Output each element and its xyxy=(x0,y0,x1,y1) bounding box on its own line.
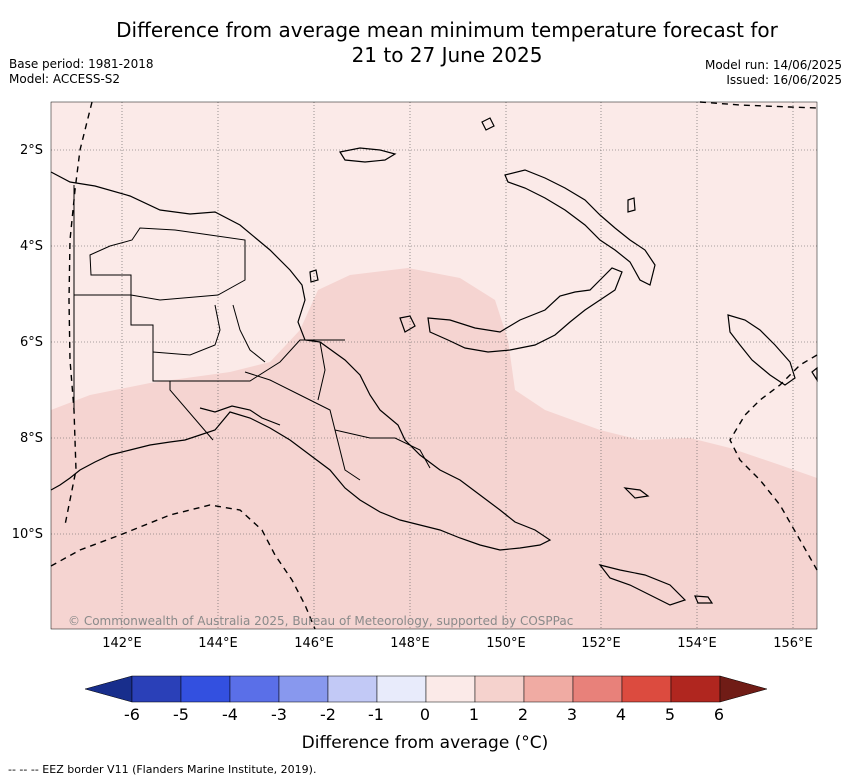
lat-label-4s: 4°S xyxy=(19,239,43,254)
island-small-g xyxy=(627,197,636,213)
lat-label-6s: 6°S xyxy=(19,335,43,350)
cbar-tick-m4: -4 xyxy=(222,705,238,724)
issued-date: Issued: 16/06/2025 xyxy=(726,73,842,87)
map-gridlines xyxy=(51,102,817,629)
lon-label-150e: 150°E xyxy=(486,636,526,651)
colorbar-band xyxy=(523,675,574,703)
colorbar-label: Difference from average (°C) xyxy=(301,733,549,753)
island-small-c xyxy=(309,269,319,283)
colorbar-band xyxy=(572,675,623,703)
cbar-tick-1: 1 xyxy=(468,705,480,724)
colorbar-band xyxy=(425,675,476,703)
cbar-tick-0: 0 xyxy=(419,705,431,724)
cbar-tick-6: 6 xyxy=(713,705,725,724)
colorbar-band xyxy=(474,675,525,703)
province-borders xyxy=(73,185,431,481)
bougainville-coast xyxy=(727,314,796,386)
cbar-tick-m5: -5 xyxy=(173,705,189,724)
title-line-1: Difference from average mean minimum tem… xyxy=(116,18,778,42)
lon-label-144e: 144°E xyxy=(198,636,238,651)
lon-label-154e: 154°E xyxy=(677,636,717,651)
meta-right: Model run: 14/06/2025 Issued: 16/06/2025 xyxy=(705,58,842,88)
lat-label-8s: 8°S xyxy=(19,431,43,446)
coastlines xyxy=(50,117,818,606)
cbar-tick-m6: -6 xyxy=(124,705,140,724)
colorbar-band xyxy=(278,675,329,703)
new-guinea-coast xyxy=(50,171,552,551)
island-small-b xyxy=(399,315,416,333)
colorbar-extend-low xyxy=(84,675,133,703)
cbar-tick-m3: -3 xyxy=(271,705,287,724)
title-line-2: 21 to 27 June 2025 xyxy=(351,43,543,67)
lon-label-148e: 148°E xyxy=(390,636,430,651)
model-run: Model run: 14/06/2025 xyxy=(704,58,842,72)
island-small-d xyxy=(623,487,650,499)
new-ireland-coast xyxy=(504,169,656,286)
lon-label-152e: 152°E xyxy=(581,636,621,651)
colorbar-band xyxy=(327,675,378,703)
map-frame xyxy=(50,101,818,630)
lat-label-10s: 10°S xyxy=(11,527,43,542)
chart-title: Difference from average mean minimum tem… xyxy=(0,18,850,68)
anomaly-region-1to2 xyxy=(51,268,817,629)
cbar-tick-4: 4 xyxy=(615,705,627,724)
cbar-tick-2: 2 xyxy=(517,705,529,724)
colorbar-band xyxy=(670,675,721,703)
model-name: Model: ACCESS-S2 xyxy=(9,72,121,86)
colorbar-band xyxy=(229,675,280,703)
island-small-e xyxy=(694,595,714,604)
new-britain-coast xyxy=(427,267,623,353)
lon-label-142e: 142°E xyxy=(102,636,142,651)
cbar-tick-m2: -2 xyxy=(320,705,336,724)
cbar-tick-m1: -1 xyxy=(368,705,384,724)
gulf-coast xyxy=(199,405,281,426)
colorbar-band xyxy=(180,675,231,703)
manus-island xyxy=(339,147,397,163)
small-island-a xyxy=(481,117,495,131)
island-group-east xyxy=(598,563,687,606)
copyright-notice: © Commonwealth of Australia 2025, Bureau… xyxy=(68,614,574,628)
lon-label-156e: 156°E xyxy=(773,636,813,651)
colorbar-band xyxy=(376,675,427,703)
colorbar-band xyxy=(621,675,672,703)
colorbar-band xyxy=(131,675,182,703)
eez-footnote: -- -- -- EEZ border V11 (Flanders Marine… xyxy=(8,763,317,776)
cbar-tick-3: 3 xyxy=(566,705,578,724)
meta-left: Base period: 1981-2018 Model: ACCESS-S2 xyxy=(9,57,154,87)
cbar-tick-5: 5 xyxy=(664,705,676,724)
colorbar xyxy=(84,675,768,703)
lon-label-146e: 146°E xyxy=(294,636,334,651)
base-period: Base period: 1981-2018 xyxy=(9,57,154,71)
colorbar-extend-high xyxy=(719,675,768,703)
eez-borders xyxy=(50,101,818,630)
lat-label-2s: 2°S xyxy=(19,143,43,158)
